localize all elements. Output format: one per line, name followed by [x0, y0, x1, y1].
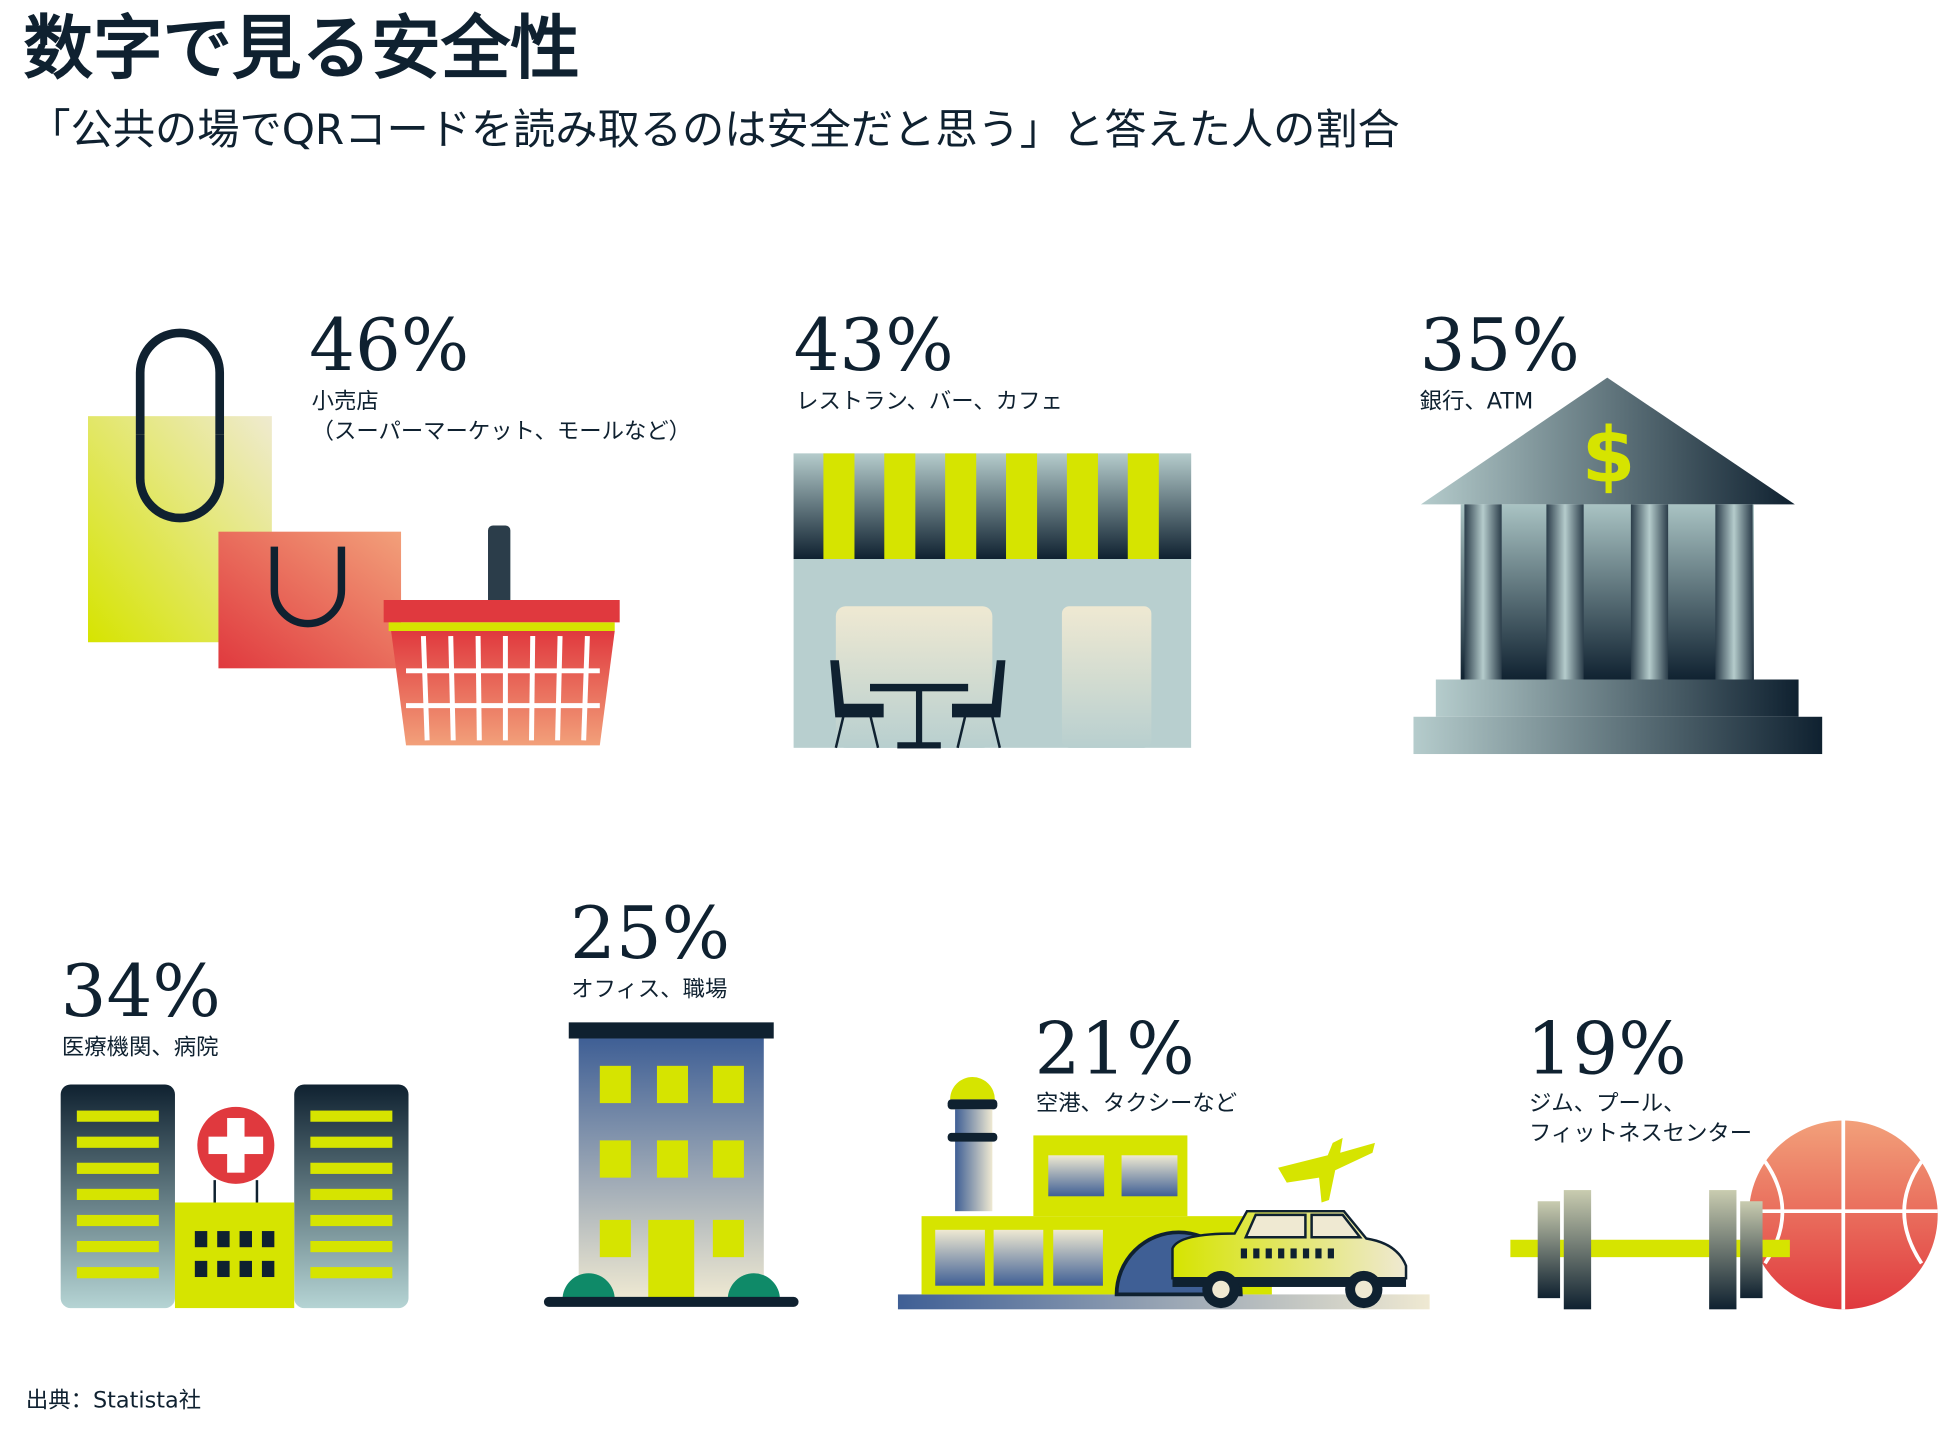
stat-label: オフィス、職場 [571, 976, 727, 1002]
hospital-icon [60, 1084, 409, 1309]
stat-office: 25% オフィス、職場 [543, 891, 799, 1307]
airport-taxi-icon [897, 1077, 1430, 1310]
stat-gym: 19% ジム、プール、 フィットネスセンター [1510, 1006, 1938, 1310]
stat-bank: $ 35% 銀行、ATM [1413, 303, 1823, 755]
source-note: 出典：Statista社 [26, 1387, 201, 1413]
page-subtitle: 「公共の場でQRコードを読み取るのは安全だと思う」と答えた人の割合 [28, 105, 1399, 154]
stat-label-sub: （スーパーマーケット、モールなど） [312, 419, 691, 445]
office-building-icon [543, 1022, 799, 1307]
stat-label: 銀行、ATM [1420, 389, 1534, 415]
stat-label-sub: フィットネスセンター [1529, 1120, 1752, 1146]
stat-value: 21% [1035, 1006, 1195, 1090]
stat-value: 46% [309, 303, 469, 387]
stat-value: 25% [570, 891, 730, 975]
stat-value: 19% [1527, 1006, 1687, 1090]
stat-value: 35% [1420, 303, 1580, 387]
stat-label: ジム、プール、 [1529, 1091, 1686, 1117]
page-title: 数字で見る安全性 [23, 8, 579, 89]
svg-text:$: $ [1582, 412, 1636, 501]
stat-value: 43% [794, 303, 954, 387]
stat-airport-taxi: 21% 空港、タクシーなど [897, 1006, 1430, 1310]
stat-label: レストラン、バー、カフェ [796, 389, 1063, 415]
bank-icon: $ [1413, 377, 1823, 755]
stat-label: 空港、タクシーなど [1036, 1091, 1237, 1117]
stat-retail: 46% 小売店 （スーパーマーケット、モールなど） [88, 303, 691, 746]
stat-label: 医療機関、病院 [62, 1035, 219, 1061]
stat-cafe: 43% レストラン、バー、カフェ [793, 303, 1192, 749]
cafe-storefront-icon [793, 453, 1192, 749]
stat-value: 34% [61, 949, 221, 1033]
stat-hospital: 34% 医療機関、病院 [60, 949, 409, 1309]
stat-label: 小売店 [312, 389, 379, 415]
dumbbell-ball-icon [1510, 1120, 1938, 1310]
shopping-bags-basket-icon [88, 328, 620, 746]
